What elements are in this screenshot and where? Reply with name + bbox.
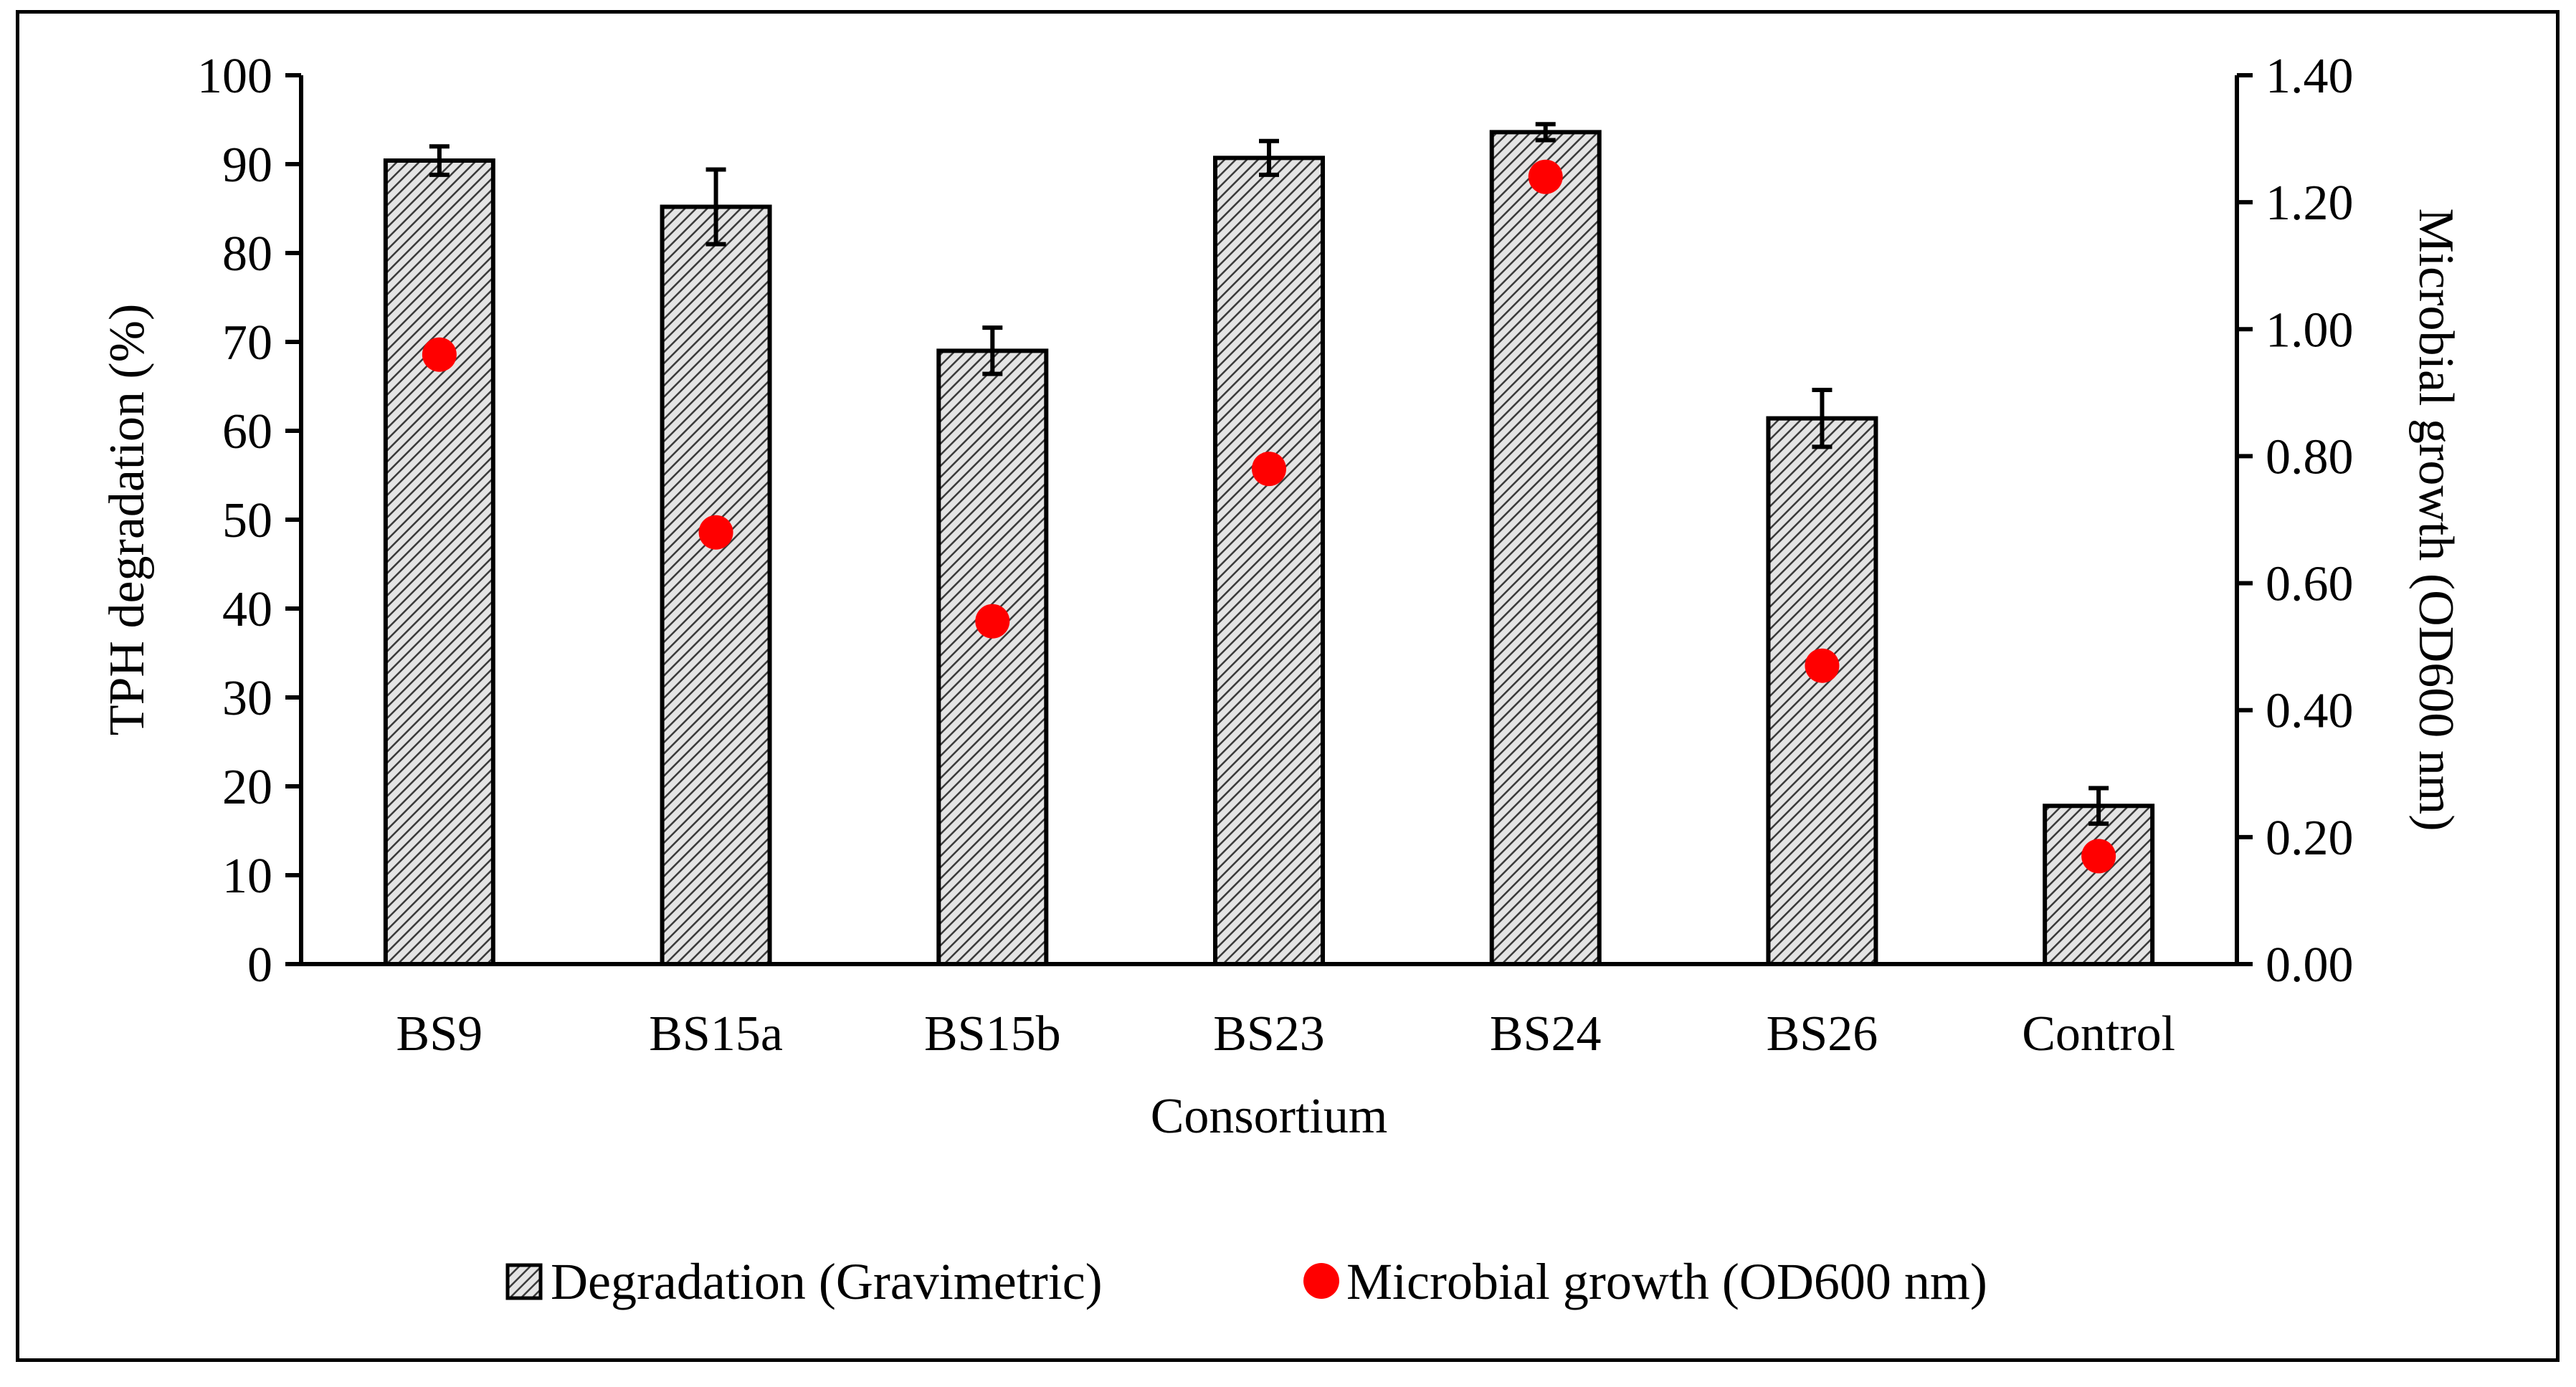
right-tick-label: 0.20: [2266, 811, 2354, 866]
x-tick-label: BS15b: [924, 1006, 1061, 1062]
point-bs9: [422, 337, 457, 372]
right-tick-label: 0.80: [2266, 429, 2354, 485]
left-tick-label: 90: [222, 138, 272, 193]
legend-label-microbial-growth: Microbial growth (OD600 nm): [1346, 1253, 1987, 1310]
error-bar-bs23: [1259, 138, 1279, 177]
point-bs26: [1805, 648, 1840, 683]
bar-bs26: [1766, 416, 1878, 966]
left-tick-label: 50: [222, 493, 272, 548]
right-tick-label: 0.60: [2266, 557, 2354, 612]
legend-swatch-degradation: [505, 1263, 543, 1300]
point-bs24: [1528, 159, 1563, 194]
error-bar-bs9: [429, 144, 450, 177]
bar-bs15a: [660, 204, 772, 966]
point-bs15a: [698, 515, 733, 550]
left-tick-label: 60: [222, 404, 272, 459]
x-tick-label: Control: [2022, 1006, 2175, 1062]
y2-axis-label: Microbial growth (OD600 nm): [2408, 208, 2463, 831]
x-axis-label: Consortium: [1151, 1089, 1388, 1144]
y-axis-label: TPH degradation (%): [100, 304, 155, 736]
error-bar-bs15a: [705, 167, 726, 247]
left-tick-label: 0: [247, 938, 272, 993]
legend-label-degradation: Degradation (Gravimetric): [551, 1253, 1103, 1310]
bar-bs23: [1213, 156, 1325, 967]
left-tick-label: 30: [222, 671, 272, 726]
x-tick-label: BS23: [1213, 1006, 1325, 1062]
left-tick-label: 20: [222, 760, 272, 815]
bar-bs15b: [936, 348, 1049, 966]
left-tick-label: 10: [222, 849, 272, 904]
point-control: [2081, 839, 2116, 874]
right-tick-label: 1.00: [2266, 302, 2354, 358]
point-bs15b: [975, 604, 1010, 639]
error-bar-bs15b: [982, 325, 1003, 376]
left-tick-label: 80: [222, 227, 272, 282]
legend-swatch-microbial-growth: [1303, 1263, 1339, 1299]
left-tick-label: 40: [222, 582, 272, 637]
bar-bs24: [1489, 130, 1602, 967]
x-tick-label: BS9: [396, 1006, 483, 1062]
x-tick-label: BS15a: [649, 1006, 783, 1062]
bar-bs9: [383, 158, 495, 966]
left-tick-label: 70: [222, 315, 272, 371]
x-tick-label: BS24: [1490, 1006, 1602, 1062]
right-tick-label: 1.40: [2266, 49, 2354, 104]
legend: Degradation (Gravimetric) Microbial grow…: [505, 1253, 1987, 1310]
x-tick-label: BS26: [1767, 1006, 1878, 1062]
error-bar-control: [2088, 786, 2109, 826]
right-tick-label: 0.00: [2266, 938, 2354, 993]
right-tick-label: 1.20: [2266, 176, 2354, 231]
bar-control: [2043, 804, 2155, 967]
error-bar-bs24: [1535, 122, 1556, 143]
point-bs23: [1252, 452, 1286, 487]
right-tick-label: 0.40: [2266, 684, 2354, 739]
left-tick-label: 100: [197, 49, 272, 104]
error-bar-bs26: [1812, 387, 1833, 449]
